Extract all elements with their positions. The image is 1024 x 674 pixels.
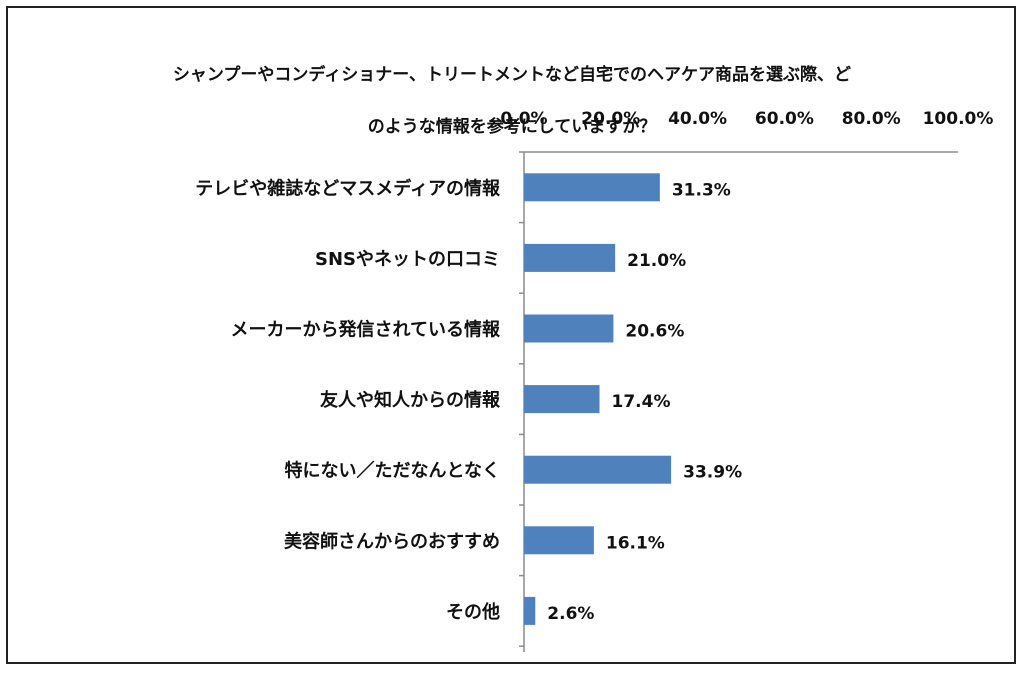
category-label: 友人や知人からの情報 [320, 389, 501, 411]
bar [524, 173, 660, 202]
bar [524, 385, 600, 414]
data-label: 17.4% [612, 392, 671, 412]
chart-frame [6, 6, 1016, 664]
category-label: メーカーから発信されている情報 [231, 319, 501, 341]
category-label: SNSやネットの口コミ [315, 249, 500, 270]
data-label: 16.1% [606, 533, 665, 553]
bar [524, 243, 616, 272]
data-label: 33.9% [683, 463, 742, 483]
data-label: 21.0% [627, 251, 686, 271]
x-tick-label: 60.0% [755, 109, 814, 129]
data-label: 31.3% [672, 180, 731, 200]
bars-layer: テレビや雑誌などマスメディアの情報 31.3% SNSやネットの口コミ 21.0% メー… [195, 173, 742, 625]
category-label: その他 [446, 601, 500, 623]
chart-title-line-1: シャンプーやコンディショナー、トリートメントなど自宅でのヘアケア商品を選ぶ際、ど [172, 65, 852, 85]
axis-layer: 0.0% 20.0% 40.0% 60.0% 80.0% 100.0% [500, 109, 993, 652]
data-label: 20.6% [625, 322, 684, 342]
x-tick-label: 20.0% [581, 109, 640, 129]
category-label: テレビや雑誌などマスメディアの情報 [195, 177, 501, 199]
x-tick-label: 100.0% [923, 109, 994, 129]
bar [524, 596, 536, 625]
bar [524, 314, 614, 343]
data-label: 2.6% [547, 604, 594, 624]
x-tick-label: 40.0% [668, 109, 727, 129]
bar [524, 526, 594, 555]
category-label: 美容師さんからのおすすめ [284, 530, 500, 552]
chart-title-line-2: のような情報を参考にしていますか？ [367, 117, 657, 137]
category-label: 特にない／ただなんとなく [285, 460, 500, 482]
chart-title: シャンプーやコンディショナー、トリートメントなど自宅でのヘアケア商品を選ぶ際、ど… [0, 36, 1024, 166]
x-tick-label: 80.0% [842, 109, 901, 129]
bar [524, 455, 672, 484]
x-tick-label: 0.0% [500, 109, 547, 129]
